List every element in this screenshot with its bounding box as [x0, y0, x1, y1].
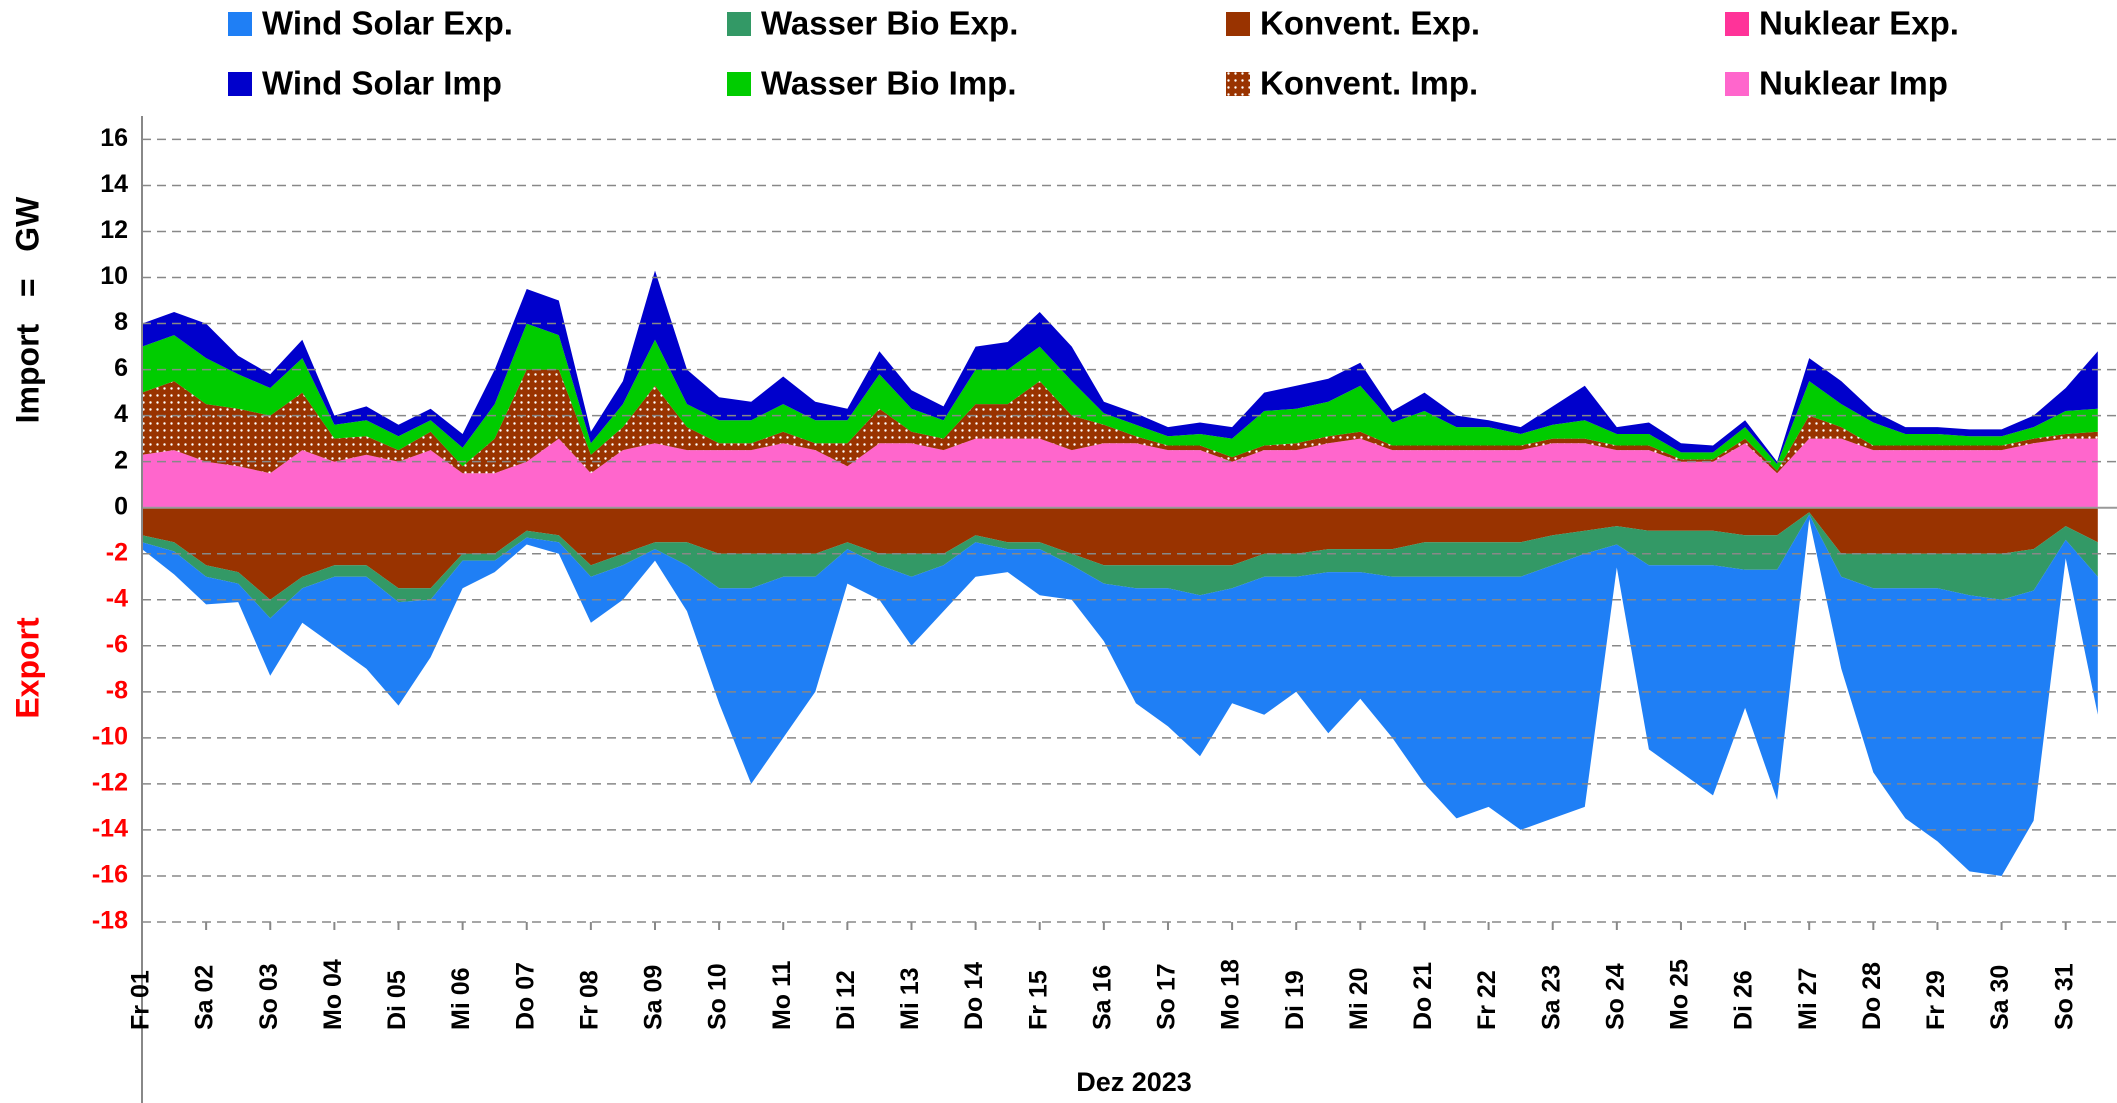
x-tick-label: Mi 27: [1794, 967, 1822, 1030]
legend-swatch: [1226, 12, 1250, 36]
y-tick-label: 6: [114, 354, 128, 382]
area: [142, 323, 2098, 471]
y-axis-label: Import = GW: [9, 196, 45, 423]
x-tick-label: Sa 30: [1986, 965, 2014, 1030]
plot-area: [142, 270, 2098, 876]
x-tick-label: Mo 11: [768, 960, 796, 1030]
legend-swatch: [727, 12, 751, 36]
x-tick-label: So 31: [2050, 963, 2078, 1030]
y-tick-label: -14: [92, 815, 128, 843]
y-tick-label: -8: [106, 676, 128, 704]
legend-label: Konvent. Imp.: [1260, 65, 1478, 102]
y-tick-label: -16: [92, 861, 128, 889]
x-tick-label: Fr 01: [127, 970, 155, 1030]
x-tick-label: Di 12: [832, 970, 860, 1030]
x-tick-label: Sa 02: [191, 965, 219, 1030]
x-tick-label: Fr 29: [1922, 970, 1950, 1030]
x-tick-label: Di 26: [1730, 970, 1758, 1030]
y-tick-label: 2: [114, 446, 128, 474]
x-tick-label: Sa 23: [1537, 965, 1565, 1030]
legend-label: Konvent. Exp.: [1260, 5, 1480, 42]
x-tick-label: Mi 13: [896, 967, 924, 1030]
legend-swatch: [727, 72, 751, 96]
legend-label: Nuklear Imp: [1759, 65, 1948, 102]
legend-label: Wind Solar Exp.: [262, 5, 513, 42]
x-tick-label: So 03: [255, 963, 283, 1030]
x-tick-label: Di 05: [383, 970, 411, 1030]
x-tick-label: So 17: [1153, 963, 1181, 1030]
y-tick-label: -6: [106, 630, 128, 658]
x-tick-label: Fr 08: [575, 970, 603, 1030]
x-tick-label: So 24: [1601, 963, 1629, 1030]
legend-label: Nuklear Exp.: [1759, 5, 1959, 42]
x-tick-label: Fr 22: [1473, 970, 1501, 1030]
x-tick-label: Do 07: [511, 962, 539, 1030]
area: [142, 512, 2098, 619]
x-tick-label: Mi 20: [1345, 967, 1373, 1030]
y-tick-label: -2: [106, 538, 128, 566]
x-tick-label: Di 19: [1281, 970, 1309, 1030]
legend-swatch: [228, 72, 252, 96]
x-tick-label: Fr 15: [1024, 970, 1052, 1030]
y-tick-label: 0: [114, 492, 128, 520]
y-axis-label: Export: [9, 617, 45, 719]
x-tick-label: Mi 06: [447, 967, 475, 1030]
y-tick-label: 16: [100, 124, 128, 152]
y-tick-label: 10: [100, 262, 128, 290]
y-tick-label: -10: [92, 722, 128, 750]
x-axis-label: Dez 2023: [1076, 1067, 1192, 1097]
x-tick-label: Do 14: [960, 962, 988, 1030]
legend-label: Wasser Bio Exp.: [761, 5, 1018, 42]
x-tick-label: Mo 04: [319, 959, 347, 1030]
x-tick-label: Mo 25: [1666, 959, 1694, 1030]
x-tick-label: Sa 09: [640, 965, 668, 1030]
legend-label: Wasser Bio Imp.: [761, 65, 1017, 102]
x-tick-label: Sa 16: [1088, 965, 1116, 1030]
x-tick-label: So 10: [704, 963, 732, 1030]
y-tick-label: -4: [106, 584, 128, 612]
legend-label: Wind Solar Imp: [262, 65, 502, 102]
y-tick-label: 8: [114, 308, 128, 336]
legend-swatch: [1725, 12, 1749, 36]
y-tick-label: -12: [92, 769, 128, 797]
y-tick-label: 12: [100, 216, 128, 244]
area: [142, 438, 2098, 508]
y-tick-label: 14: [100, 170, 128, 198]
x-tick-label: Do 28: [1858, 962, 1886, 1030]
area: [142, 514, 2098, 876]
x-tick-label: Do 21: [1409, 962, 1437, 1030]
x-tick-label: Mo 18: [1217, 959, 1245, 1030]
y-tick-label: 4: [114, 400, 128, 428]
legend-swatch: [228, 12, 252, 36]
legend-swatch: [1226, 72, 1250, 96]
area: [142, 369, 2098, 474]
legend-swatch: [1725, 72, 1749, 96]
y-tick-label: -18: [92, 907, 128, 935]
